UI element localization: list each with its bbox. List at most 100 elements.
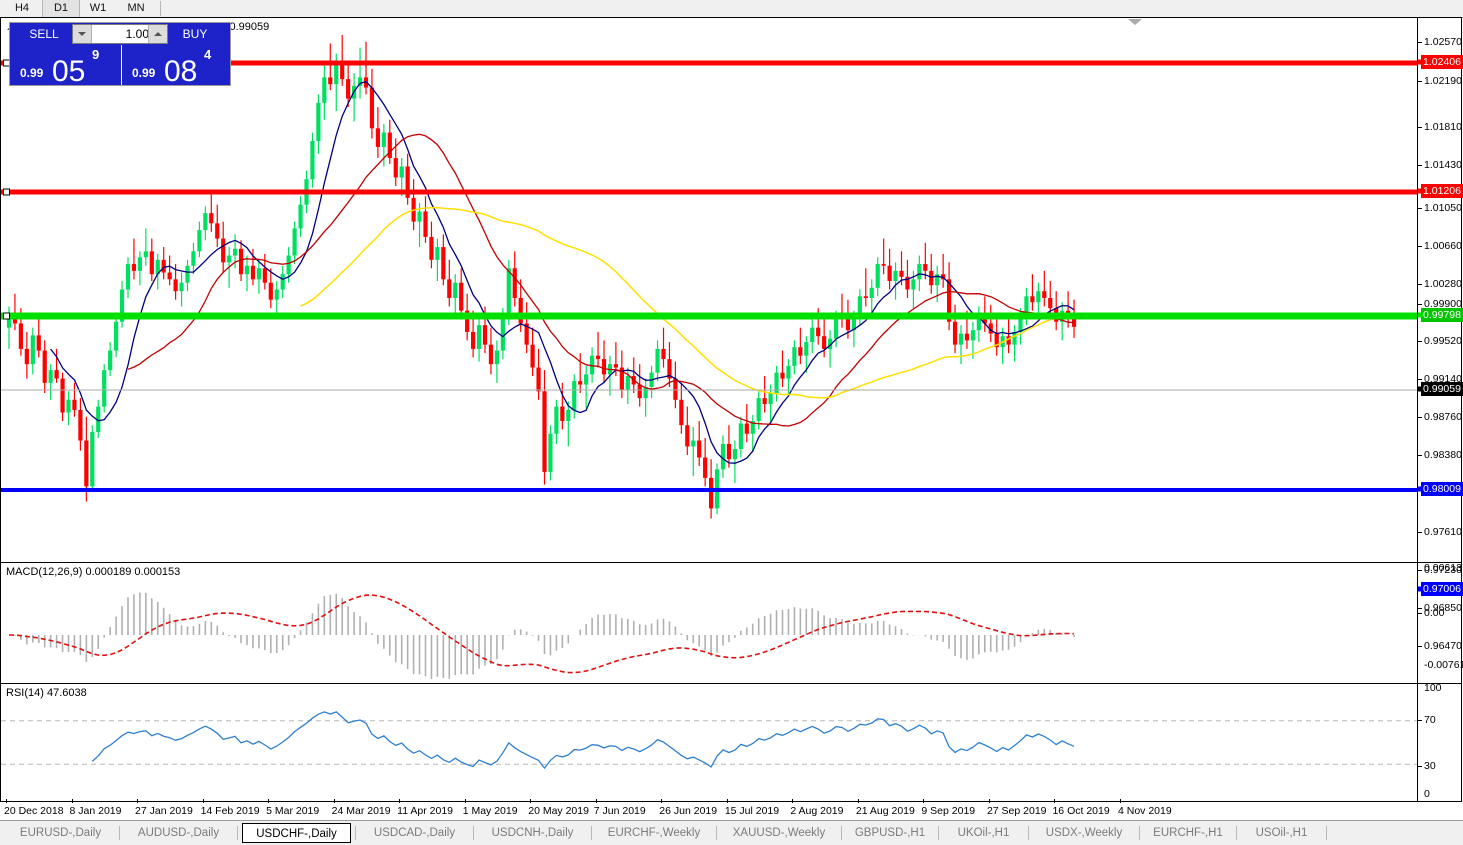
volume-value[interactable]: 1.00 bbox=[125, 27, 149, 41]
macd-axis-label-0.00613: 0.00613 bbox=[1424, 562, 1462, 574]
sell-price-fraction: 9 bbox=[92, 47, 100, 62]
rsi-pane[interactable]: RSI(14) 47.6038 bbox=[1, 683, 1461, 801]
chart-tab-usdcaddaily[interactable]: USDCAD-,Daily bbox=[373, 827, 456, 839]
price-axis-label-0.99059: 0.99059 bbox=[1421, 382, 1463, 396]
level-line-support-1[interactable] bbox=[1, 488, 1418, 492]
price-axis-label-0.99900: 0.99900 bbox=[1424, 298, 1462, 310]
chart-tab-ukoilh1[interactable]: UKOil-,H1 bbox=[957, 827, 1010, 839]
macd-plot bbox=[8, 592, 1075, 679]
price-pane[interactable]: USDCHF-,Daily 0.98968 0.99069 0.98933 0.… bbox=[1, 18, 1461, 561]
date-axis-label: 27 Jan 2019 bbox=[135, 805, 193, 817]
chart-frame: USDCHF-,Daily 0.98968 0.99069 0.98933 0.… bbox=[0, 17, 1462, 802]
price-axis-label-0.99798: 0.99798 bbox=[1421, 308, 1463, 322]
price-axis-tick bbox=[1418, 284, 1422, 285]
level-line-resistance-2[interactable] bbox=[1, 189, 1418, 195]
price-axis-tick bbox=[1418, 608, 1422, 609]
price-axis-tick bbox=[1418, 208, 1422, 209]
chart-tab-usdxweekly[interactable]: USDX-,Weekly bbox=[1045, 827, 1123, 839]
date-axis-tick bbox=[71, 799, 73, 803]
price-axis-label-1.02570: 1.02570 bbox=[1424, 36, 1462, 48]
date-axis-tick bbox=[464, 799, 466, 803]
level-handle-pivot[interactable] bbox=[3, 312, 10, 320]
date-axis-label: 20 May 2019 bbox=[528, 805, 589, 817]
tab-divider bbox=[473, 826, 474, 840]
level-line-resistance-1[interactable] bbox=[1, 60, 1418, 66]
volume-stepper[interactable]: 1.00 bbox=[72, 24, 168, 44]
date-axis-label: 21 Aug 2019 bbox=[855, 805, 915, 817]
price-axis-tick bbox=[1418, 165, 1422, 166]
date-axis-tick bbox=[137, 799, 139, 803]
rsi-axis-tick bbox=[1418, 766, 1422, 767]
axis-divider bbox=[1417, 17, 1418, 802]
macd-pane[interactable]: MACD(12,26,9) 0.000189 0.000153 bbox=[1, 562, 1461, 683]
toolbar-divider bbox=[160, 1, 161, 16]
tab-divider bbox=[1139, 826, 1140, 840]
level-line-current-price bbox=[1, 389, 1418, 391]
date-axis-label: 5 Mar 2019 bbox=[266, 805, 320, 817]
date-axis-tick bbox=[202, 799, 204, 803]
chart-tab-gbpusdh1[interactable]: GBPUSD-,H1 bbox=[854, 827, 926, 839]
price-axis-label-1.01810: 1.01810 bbox=[1424, 121, 1462, 133]
timeframe-h4[interactable]: H4 bbox=[14, 2, 30, 14]
price-axis-marker bbox=[1418, 312, 1423, 318]
price-axis-label-0.96850: 0.96850 bbox=[1424, 602, 1462, 614]
price-candles bbox=[6, 34, 1077, 519]
rsi-axis-label-30: 30 bbox=[1424, 760, 1436, 772]
date-axis-label: 26 Jun 2019 bbox=[659, 805, 718, 817]
level-line-pivot[interactable] bbox=[1, 312, 1418, 320]
date-axis-label: 16 Oct 2019 bbox=[1052, 805, 1110, 817]
macd-axis-tick bbox=[1418, 613, 1422, 614]
date-axis-tick bbox=[923, 799, 925, 803]
price-axis-marker bbox=[1418, 586, 1423, 592]
date-axis-label: 20 Dec 2018 bbox=[4, 805, 64, 817]
timeframe-mn[interactable]: MN bbox=[127, 2, 145, 14]
chart-tab-eurchfh1[interactable]: EURCHF-,H1 bbox=[1153, 827, 1223, 839]
chart-tab-eurusddaily[interactable]: EURUSD-,Daily bbox=[19, 827, 102, 839]
price-axis-label-0.97610: 0.97610 bbox=[1424, 526, 1462, 538]
sell-button[interactable]: SELL bbox=[29, 27, 59, 41]
chart-tab-usdchfdaily[interactable]: USDCHF-,Daily bbox=[242, 823, 351, 843]
buy-price-main: 08 bbox=[164, 55, 198, 88]
price-axis-marker bbox=[1418, 386, 1423, 392]
chart-tab-eurchfweekly[interactable]: EURCHF-,Weekly bbox=[607, 827, 701, 839]
price-axis-tick bbox=[1418, 532, 1422, 533]
volume-decrease-button[interactable] bbox=[73, 25, 92, 43]
timeframe-w1[interactable]: W1 bbox=[89, 2, 107, 14]
price-axis-tick bbox=[1418, 127, 1422, 128]
buy-price-display[interactable]: 0.99 08 4 bbox=[121, 45, 231, 88]
date-axis-tick bbox=[988, 799, 990, 803]
tab-divider bbox=[591, 826, 592, 840]
price-axis-label-0.97230: 0.97230 bbox=[1424, 564, 1462, 576]
date-axis-tick bbox=[333, 799, 335, 803]
date-axis-tick bbox=[1054, 799, 1056, 803]
price-axis-label-0.98380: 0.98380 bbox=[1424, 449, 1462, 461]
date-axis-label: 8 Jan 2019 bbox=[69, 805, 122, 817]
tab-divider bbox=[119, 826, 120, 840]
price-axis-label-1.01430: 1.01430 bbox=[1424, 159, 1462, 171]
sell-price-prefix: 0.99 bbox=[20, 66, 44, 80]
pane-collapse-triangle-icon[interactable] bbox=[1128, 19, 1142, 25]
one-click-trading-panel[interactable]: SELL 1.00 BUY 0.99 05 9 0.99 08 4 bbox=[9, 22, 231, 88]
price-axis-label-1.00280: 1.00280 bbox=[1424, 278, 1462, 290]
date-axis-tick bbox=[726, 799, 728, 803]
price-axis-marker bbox=[1418, 486, 1423, 492]
tab-divider bbox=[716, 826, 717, 840]
date-axis-label: 7 Jun 2019 bbox=[593, 805, 646, 817]
date-axis-label: 1 May 2019 bbox=[462, 805, 518, 817]
tab-divider bbox=[1326, 826, 1327, 840]
chart-tab-audusddaily[interactable]: AUDUSD-,Daily bbox=[137, 827, 220, 839]
buy-price-prefix: 0.99 bbox=[132, 66, 156, 80]
tab-divider bbox=[355, 826, 356, 840]
volume-increase-button[interactable] bbox=[148, 25, 167, 43]
chart-tab-usdcnhdaily[interactable]: USDCNH-,Daily bbox=[491, 827, 574, 839]
sell-price-display[interactable]: 0.99 05 9 bbox=[10, 45, 119, 87]
date-axis-tick bbox=[857, 799, 859, 803]
buy-button[interactable]: BUY bbox=[182, 27, 208, 41]
price-axis-label-0.98760: 0.98760 bbox=[1424, 411, 1462, 423]
timeframe-d1[interactable]: D1 bbox=[42, 0, 80, 17]
level-handle-resistance-2[interactable] bbox=[3, 188, 10, 196]
chart-tab-usoilh1[interactable]: USOil-,H1 bbox=[1255, 827, 1308, 839]
rsi-plot bbox=[1, 711, 1418, 770]
chart-tab-xauusdweekly[interactable]: XAUUSD-,Weekly bbox=[732, 827, 826, 839]
macd-label: MACD(12,26,9) 0.000189 0.000153 bbox=[6, 566, 181, 578]
